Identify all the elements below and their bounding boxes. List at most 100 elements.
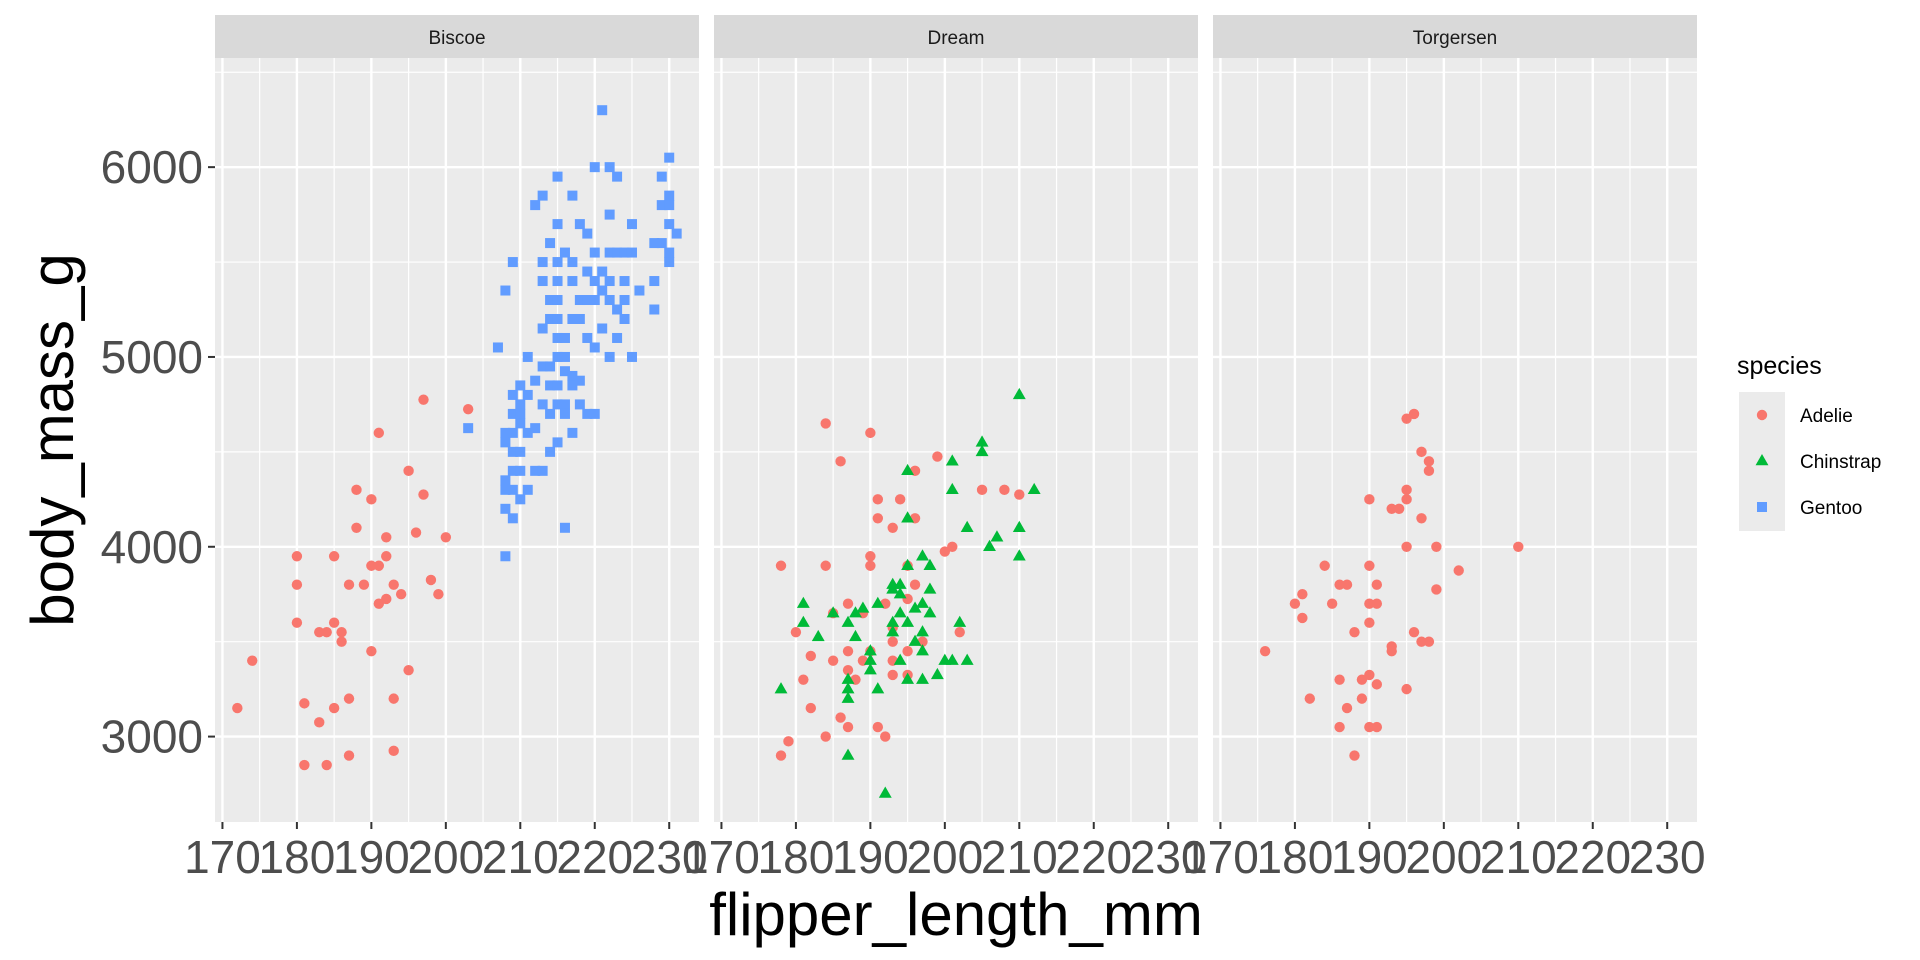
- point-adelie: [1371, 679, 1383, 690]
- point-gentoo: [567, 276, 578, 287]
- facet-strip-dream: [714, 15, 1198, 58]
- point-gentoo: [552, 380, 563, 391]
- point-gentoo: [500, 285, 511, 296]
- point-adelie: [1297, 589, 1308, 600]
- point-adelie: [1401, 494, 1412, 505]
- x-tick-label-torgersen: 190: [1331, 831, 1408, 883]
- point-adelie: [343, 579, 355, 590]
- point-gentoo: [582, 408, 593, 419]
- point-gentoo: [604, 276, 615, 287]
- point-adelie: [1431, 541, 1442, 552]
- point-chinstrap: [908, 601, 922, 613]
- x-tick-label-dream: 180: [758, 831, 835, 883]
- point-gentoo: [552, 437, 563, 448]
- point-chinstrap: [886, 615, 900, 627]
- point-adelie: [820, 731, 831, 742]
- point-chinstrap: [960, 520, 974, 532]
- point-gentoo: [530, 375, 541, 386]
- point-gentoo: [626, 247, 637, 258]
- gridlines-torgersen: [1213, 58, 1697, 822]
- point-chinstrap: [841, 748, 855, 760]
- point-gentoo: [604, 247, 615, 258]
- point-adelie: [328, 551, 340, 562]
- facet-label-biscoe: Biscoe: [428, 28, 485, 49]
- point-adelie: [351, 522, 362, 533]
- point-chinstrap: [908, 634, 922, 646]
- point-adelie: [1453, 565, 1464, 576]
- point-adelie: [388, 745, 399, 757]
- y-tick-label: 4000: [101, 521, 203, 573]
- point-gentoo: [656, 171, 667, 182]
- point-gentoo: [552, 276, 563, 287]
- point-chinstrap: [901, 463, 915, 476]
- point-adelie: [1364, 494, 1375, 505]
- point-chinstrap: [893, 587, 907, 599]
- point-adelie: [887, 636, 898, 647]
- point-gentoo: [507, 513, 518, 524]
- panel-background-torgersen: [1213, 58, 1697, 822]
- y-tick-label: 6000: [101, 141, 203, 193]
- point-gentoo: [545, 408, 556, 419]
- point-adelie: [1364, 560, 1375, 571]
- point-adelie: [887, 522, 898, 533]
- legend-label-gentoo: Gentoo: [1800, 498, 1862, 519]
- point-gentoo: [515, 418, 526, 429]
- point-chinstrap: [893, 577, 907, 589]
- point-gentoo: [567, 427, 578, 438]
- x-tick-label-dream: 170: [683, 831, 760, 883]
- point-gentoo: [582, 332, 593, 343]
- point-gentoo: [507, 446, 518, 457]
- point-chinstrap: [841, 682, 855, 694]
- point-chinstrap: [901, 511, 915, 523]
- point-gentoo: [626, 351, 637, 362]
- point-gentoo: [552, 351, 563, 362]
- point-adelie: [291, 579, 303, 590]
- point-adelie: [232, 702, 243, 714]
- point-chinstrap: [945, 454, 959, 466]
- point-gentoo: [559, 351, 570, 362]
- point-adelie: [1349, 750, 1360, 761]
- point-adelie: [418, 394, 429, 405]
- point-adelie: [805, 702, 816, 714]
- point-adelie: [1014, 489, 1025, 500]
- point-chinstrap: [983, 539, 996, 551]
- point-adelie: [418, 489, 429, 500]
- point-gentoo: [574, 295, 585, 306]
- point-adelie: [381, 551, 392, 562]
- point-chinstrap: [1027, 482, 1041, 495]
- point-adelie: [1423, 456, 1435, 467]
- point-adelie: [343, 750, 355, 761]
- facet-label-torgersen: Torgersen: [1413, 28, 1498, 49]
- x-tick-label-torgersen: 180: [1257, 831, 1334, 883]
- point-adelie: [440, 532, 452, 543]
- point-adelie: [798, 674, 809, 685]
- point-chinstrap: [811, 629, 825, 642]
- x-tick-label-dream: 230: [1130, 831, 1207, 883]
- point-chinstrap: [796, 615, 810, 627]
- facet-panel-biscoe: Biscoe: [215, 15, 699, 822]
- point-gentoo: [589, 342, 600, 353]
- point-gentoo: [545, 313, 556, 324]
- point-gentoo: [515, 380, 526, 391]
- point-gentoo: [619, 313, 630, 324]
- x-tick-label-torgersen: 170: [1182, 831, 1259, 883]
- x-tick-label-torgersen: 200: [1405, 831, 1482, 883]
- point-chinstrap: [916, 549, 929, 561]
- facet-strip-biscoe: [215, 15, 699, 58]
- point-adelie: [366, 560, 377, 571]
- point-adelie: [328, 702, 340, 714]
- point-chinstrap: [871, 682, 885, 694]
- point-gentoo: [537, 276, 548, 287]
- point-gentoo: [574, 313, 585, 324]
- point-adelie: [872, 721, 884, 733]
- point-gentoo: [522, 389, 533, 400]
- point-gentoo: [589, 247, 600, 258]
- point-adelie: [1364, 598, 1375, 609]
- point-adelie: [1416, 513, 1427, 524]
- point-gentoo: [545, 361, 556, 372]
- point-chinstrap: [856, 601, 870, 613]
- point-gentoo: [500, 427, 511, 438]
- y-axis-title: body_mass_g: [19, 253, 86, 627]
- point-adelie: [1386, 503, 1397, 515]
- point-adelie: [1349, 626, 1360, 638]
